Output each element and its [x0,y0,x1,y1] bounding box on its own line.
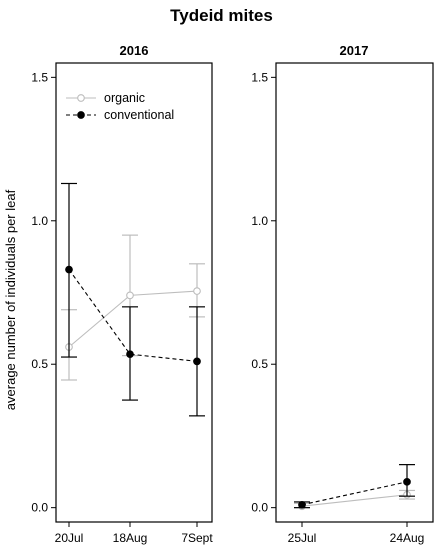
legend: organic conventional [66,91,174,122]
x-tick-label: 24Aug [390,531,425,545]
legend-marker-conventional [77,111,85,119]
panel-frame [275,62,434,523]
data-point-conventional [126,350,134,359]
panel-2017: 2017 0.0 0.5 1.0 1.5 25Jul 24Aug [251,43,434,545]
x-tick-label: 7Sept [181,531,213,545]
y-tick-label: 1.5 [251,70,268,84]
y-tick-label: 1.0 [251,214,268,228]
data-point-organic [126,291,134,300]
data-point-conventional [65,265,73,274]
x-tick-label: 18Aug [113,531,148,545]
panel-frame [55,62,213,523]
chart-title: Tydeid mites [170,6,273,25]
data-point-conventional [298,500,306,509]
data-point-conventional [193,357,201,366]
y-tick-label: 1.0 [31,214,48,228]
series-line-organic [68,290,198,348]
y-tick-label: 0.0 [31,501,48,515]
y-tick-label: 0.5 [251,357,268,371]
y-tick-label: 1.5 [31,70,48,84]
legend-label-organic: organic [104,91,145,105]
series-line-conventional [301,481,408,506]
data-point-organic [193,287,201,295]
y-tick-label: 0.0 [251,501,268,515]
series-line-organic [301,494,408,507]
y-tick-label: 0.5 [31,357,48,371]
x-tick-label: 25Jul [288,531,317,545]
legend-label-conventional: conventional [104,108,174,122]
y-axis-label: average number of individuals per leaf [3,189,18,410]
data-point-conventional [403,477,411,486]
panel-title: 2017 [340,43,369,58]
panel-title: 2016 [120,43,149,58]
legend-marker-organic [77,94,85,102]
series-line-conventional [68,269,198,362]
x-tick-label: 20Jul [55,531,84,545]
panel-2016: 2016 0.0 0.5 1.0 1.5 20Jul 18Aug 7Sept [31,43,213,545]
